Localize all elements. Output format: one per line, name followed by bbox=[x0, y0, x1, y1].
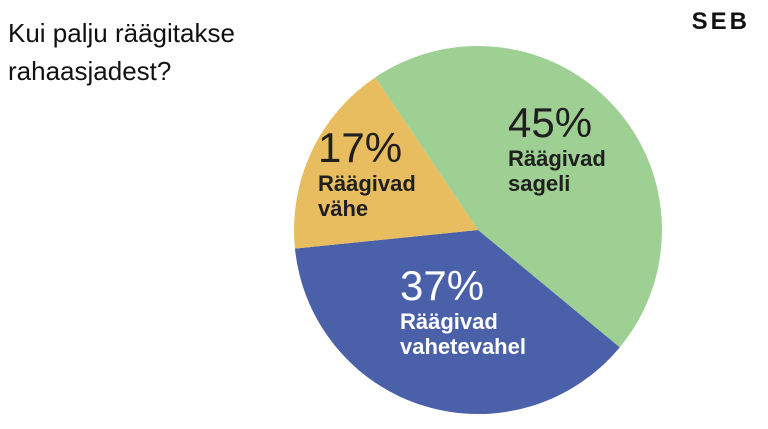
pie-slice bbox=[375, 46, 662, 348]
value-label: 17% bbox=[318, 124, 403, 171]
value-label: 45% bbox=[508, 99, 593, 146]
pie-slice bbox=[294, 230, 620, 414]
pie-slice bbox=[293, 77, 478, 249]
category-label: Räägivad vahetevahel bbox=[400, 309, 526, 359]
value-label: 37% bbox=[400, 262, 485, 309]
category-label: Räägivad sageli bbox=[508, 146, 606, 196]
logo: SEB bbox=[691, 8, 750, 35]
chart-title: Kui palju räägitakse rahaasjadest? bbox=[8, 18, 235, 86]
slice-label: 45% Räägivad sageli bbox=[508, 99, 638, 197]
slice-label: 37% Räägivad vahetevahel bbox=[400, 262, 530, 360]
slice-label: 17% Räägivad vähe bbox=[318, 124, 448, 222]
category-label: Räägivad vähe bbox=[318, 171, 416, 221]
